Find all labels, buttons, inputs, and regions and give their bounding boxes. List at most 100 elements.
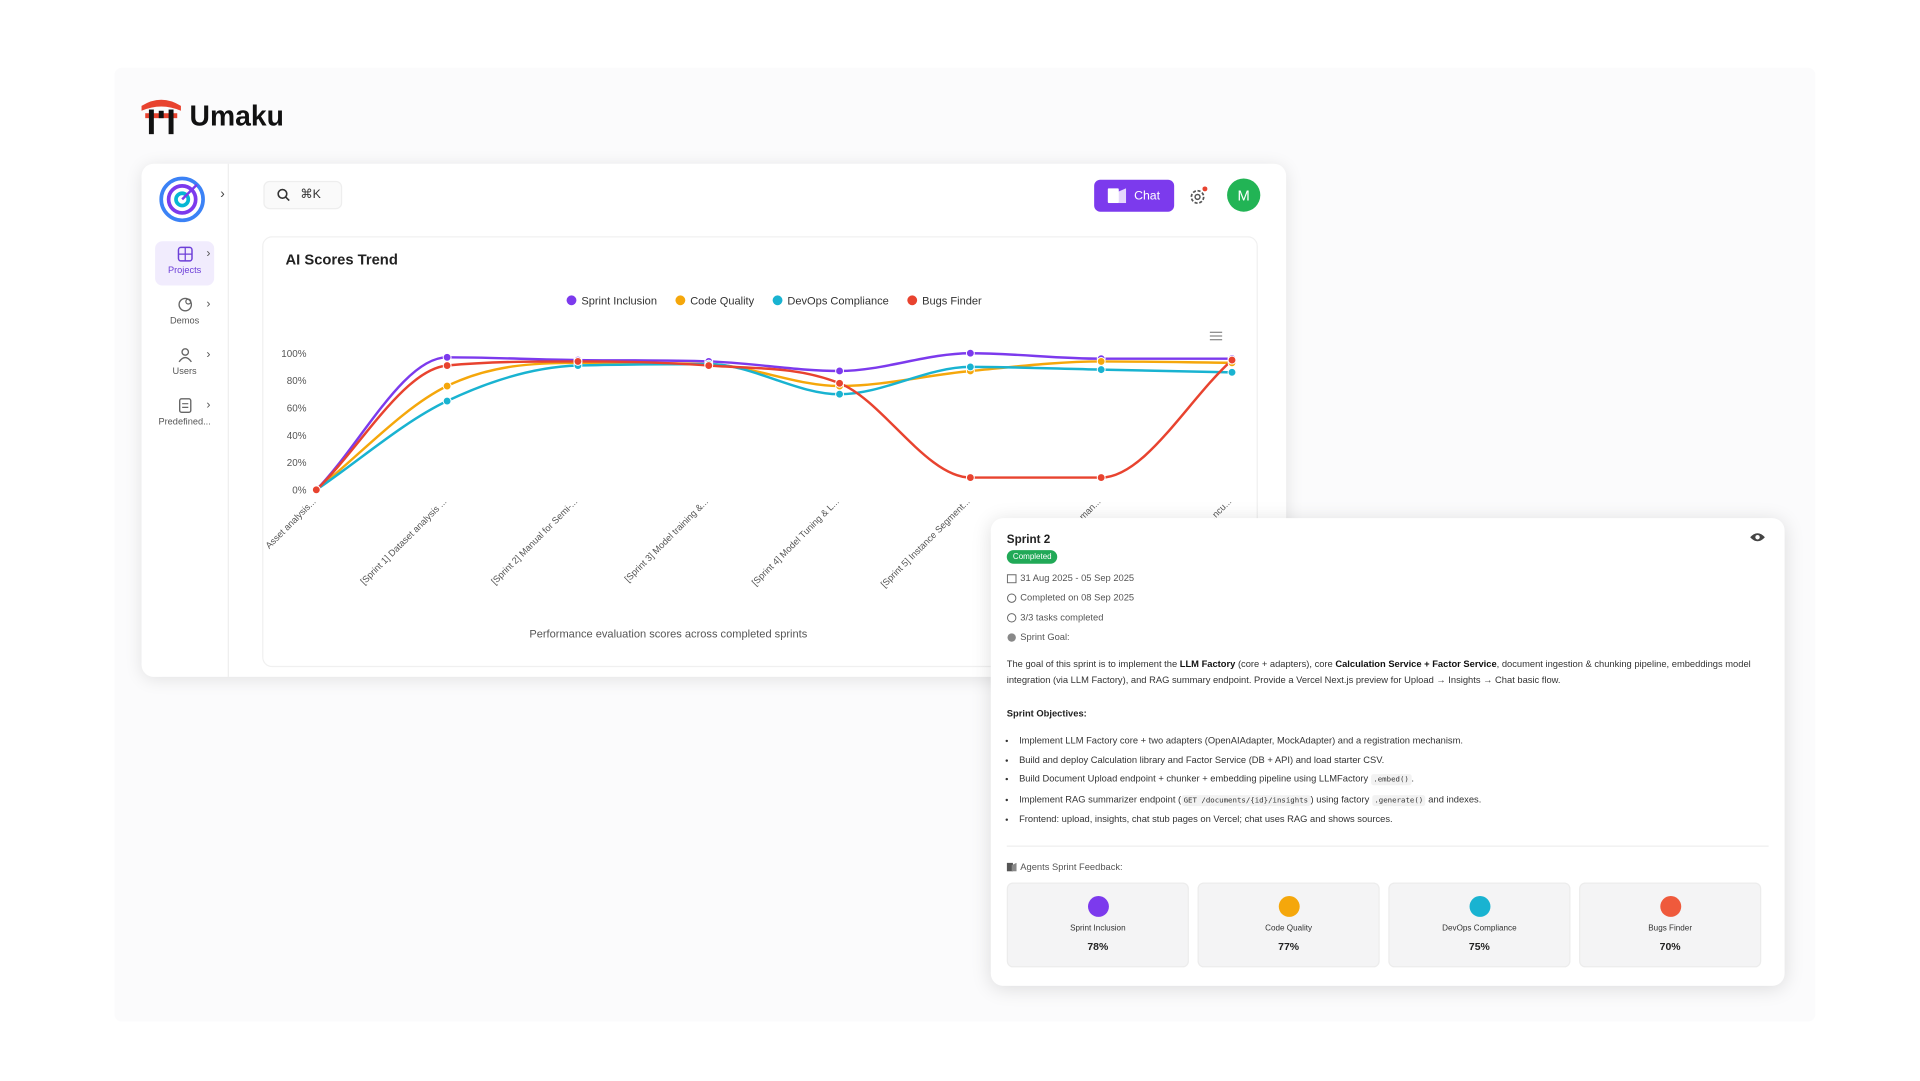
data-point [835, 378, 844, 388]
nav-label: Projects [167, 264, 202, 276]
data-point [442, 361, 452, 370]
objective-text: Build and deploy Calculation library and… [1019, 753, 1385, 766]
search-shortcut: ⌘K [300, 188, 321, 202]
agent-score: 70% [1659, 940, 1681, 953]
brand-logo [141, 99, 181, 135]
legend-label: Sprint Inclusion [581, 296, 657, 308]
goal-text: The goal of this sprint is to implement … [1007, 656, 1769, 688]
legend-swatch [772, 295, 783, 306]
data-point [704, 361, 714, 370]
goal-segment: , document ingestion & chunking pipeline… [1006, 658, 1751, 686]
nav-item[interactable]: Predefined... › [155, 393, 214, 437]
objective: Build Document Upload endpoint + chunker… [1019, 769, 1769, 789]
avatar[interactable]: M [1227, 178, 1261, 212]
chart: AI Scores Trend Performance evaluation s… [264, 253, 1237, 641]
nav-chevron: › [206, 247, 211, 261]
nav-item[interactable]: Users › [155, 342, 214, 386]
chart-title: AI Scores Trend [286, 253, 398, 269]
chart-subtitle: Performance evaluation scores across com… [529, 629, 807, 641]
brand: Umaku [139, 96, 284, 135]
nav-chevron: › [206, 348, 211, 362]
agent-name: DevOps Compliance [1442, 924, 1517, 933]
legend-label: DevOps Compliance [787, 296, 888, 308]
objective: Implement LLM Factory core + two adapter… [1019, 731, 1769, 750]
y-tick-label: 80% [287, 376, 307, 387]
sidebar: › Projects › Demos › Users › Predefined... › [142, 163, 229, 677]
agent-card: DevOps Compliance 75% [1388, 882, 1571, 968]
data-point [835, 389, 844, 399]
tasks-count: 3/3 tasks completed [1020, 611, 1104, 623]
objective-text: Implement LLM Factory core + two adapter… [1019, 734, 1463, 746]
app-logo[interactable] [159, 176, 206, 223]
goal-icon [1007, 632, 1016, 642]
agents-row: Sprint Inclusion 78% Code Quality 77% DevO… [1006, 882, 1769, 968]
objective-text: . [1411, 773, 1414, 785]
nav-label: Demos [169, 315, 200, 327]
x-tick-label: [Sprint 5] Instance Segment... [879, 496, 972, 589]
feedback-icon [1006, 862, 1017, 872]
data-point [1227, 355, 1237, 365]
y-tick-label: 40% [287, 431, 307, 442]
data-point [1096, 365, 1106, 375]
goal-emphasis: Calculation Service + Factor Service [1335, 658, 1497, 670]
agent-card: Bugs Finder 70% [1579, 882, 1762, 968]
task-icon [1007, 612, 1017, 622]
legend: Sprint Inclusion Code Quality DevOps Compl… [566, 295, 982, 308]
objective: Frontend: upload, insights, chat stub pa… [1019, 810, 1769, 829]
feedback-label: Agents Sprint Feedback: [1020, 861, 1123, 873]
search-box[interactable]: ⌘K [263, 180, 343, 210]
data-point [1096, 473, 1106, 482]
y-tick-label: 0% [292, 486, 306, 497]
calendar-icon [1006, 573, 1017, 583]
y-tick-label: 20% [287, 458, 307, 469]
sprint-card: Sprint 2 Completed 31 Aug 2025 - 05 Sep … [990, 518, 1785, 986]
nav-icon [178, 398, 191, 413]
agent-score: 78% [1087, 940, 1109, 953]
data-point [442, 352, 452, 362]
feedback-heading: Agents Sprint Feedback: [1006, 861, 1769, 873]
x-tick-label: [Sprint 4] Model Tuning & L... [750, 496, 841, 587]
objective-text: ) using factory [1310, 793, 1372, 805]
divider [1006, 845, 1769, 847]
completed-on: Completed on 08 Sep 2025 [1020, 591, 1135, 604]
legend-swatch [566, 295, 577, 306]
sprint-dates: 31 Aug 2025 - 05 Sep 2025 [1020, 572, 1135, 584]
legend-label: Bugs Finder [922, 296, 982, 308]
objective: Implement RAG summarizer endpoint (GET /… [1019, 790, 1769, 810]
y-tick-label: 60% [287, 404, 307, 415]
chat-button[interactable]: Chat [1094, 179, 1175, 212]
series-line [315, 362, 1233, 491]
nav-chevron: › [206, 398, 211, 413]
data-point [442, 381, 452, 391]
agent-name: Sprint Inclusion [1070, 924, 1126, 933]
series-line [315, 351, 1232, 491]
chart-menu[interactable] [1209, 331, 1223, 341]
nav-item[interactable]: Demos › [155, 292, 214, 336]
nav-item[interactable]: Projects › [155, 241, 215, 286]
nav-label: Users [172, 365, 197, 377]
agent-icon [1087, 895, 1109, 917]
agent-score: 75% [1468, 940, 1490, 953]
agent-icon [1278, 895, 1300, 917]
settings-icon[interactable] [1189, 186, 1209, 206]
meta-row: Sprint Goal: [1007, 631, 1769, 642]
sidebar-toggle[interactable]: › [220, 187, 225, 202]
view-icon[interactable] [1750, 532, 1765, 543]
meta-row: Completed on 08 Sep 2025 [1007, 592, 1769, 603]
x-tick-label: [Sprint 3] Model training &... [623, 496, 711, 584]
objective-text: and indexes. [1425, 793, 1482, 805]
agent-score: 77% [1278, 940, 1300, 953]
search-icon [277, 188, 290, 202]
agent-card: Sprint Inclusion 78% [1006, 882, 1189, 968]
nav-icon [177, 246, 193, 262]
nav-chevron: › [206, 297, 211, 312]
x-tick-label: [Sprint 2] Manual for Semi-... [489, 496, 579, 586]
y-tick-label: 100% [281, 349, 306, 360]
data-point [965, 348, 975, 358]
objective-text: Implement RAG summarizer endpoint ( [1019, 793, 1182, 805]
objective-code: .generate() [1371, 794, 1426, 806]
brand-name: Umaku [189, 99, 284, 132]
data-point [573, 356, 583, 366]
